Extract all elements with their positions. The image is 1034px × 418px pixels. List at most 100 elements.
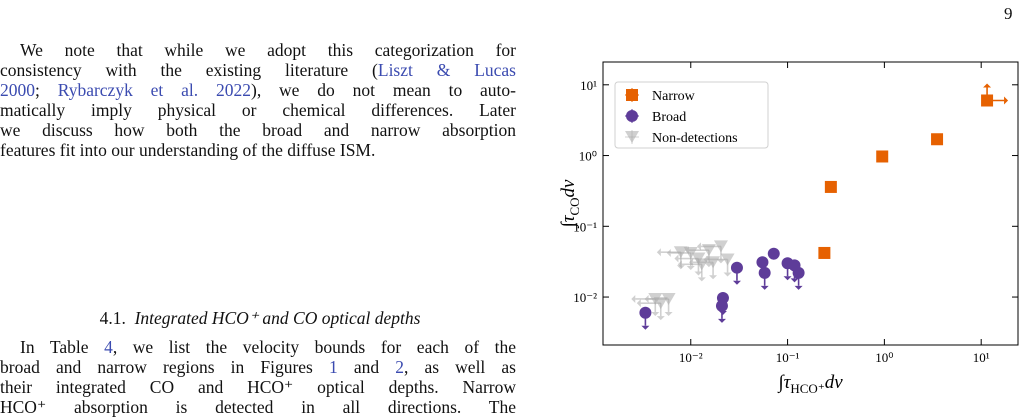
data-point	[876, 150, 889, 163]
limit-arrow-head	[656, 248, 661, 257]
axis-label: ∫τCOdv	[558, 179, 582, 229]
text-line: broad and narrow regions in Figures 1 an…	[0, 357, 516, 377]
legend-label: Narrow	[652, 89, 696, 104]
limit-arrow-head	[783, 276, 792, 281]
limit-arrow-head	[794, 285, 803, 290]
limit-arrow-head	[651, 311, 660, 316]
data-point	[758, 266, 771, 279]
limit-arrow-head	[697, 277, 706, 282]
data-point	[653, 297, 668, 310]
heading-title: Integrated HCO⁺ and CO optical depths	[134, 308, 421, 328]
y-tick-label: 10⁰	[579, 149, 597, 164]
text: and	[337, 357, 396, 377]
data-point	[694, 258, 709, 271]
x-tick-label: 10¹	[973, 350, 990, 365]
text-line: In Table 4, we list the velocity bounds …	[20, 337, 516, 357]
citation-link[interactable]: 2	[395, 357, 404, 377]
text: We note that while we adopt this categor…	[20, 40, 516, 60]
text-line: we discuss how both the broad and narrow…	[0, 120, 516, 140]
data-point	[730, 261, 743, 274]
legend-marker	[626, 89, 638, 101]
limit-arrow-head	[674, 254, 679, 263]
text: their integrated CO and HCO⁺ optical dep…	[0, 377, 516, 397]
limit-arrow-head	[686, 265, 695, 270]
limit-arrow-head	[723, 272, 732, 277]
data-point	[824, 180, 837, 193]
limit-arrow-head	[716, 259, 725, 264]
text-line: consistency with the existing literature…	[0, 60, 516, 80]
limit-arrow-head	[983, 83, 992, 88]
text: matically imply physical or chemical dif…	[0, 100, 516, 120]
text-line: matically imply physical or chemical dif…	[0, 100, 516, 120]
heading-number: 4.1.	[99, 308, 126, 328]
legend-box	[614, 81, 769, 149]
limit-arrow-head	[709, 275, 718, 280]
limit-arrow-head	[636, 299, 641, 308]
text-line: features fit into our understanding of t…	[0, 140, 516, 160]
x-tick-label: 10⁰	[875, 350, 893, 365]
limit-arrow-head	[717, 318, 726, 323]
limit-arrow-head	[666, 248, 671, 257]
text: HCO⁺ absorption is detected in all direc…	[0, 397, 516, 417]
limit-arrow-head	[718, 310, 727, 315]
axis-label-tail: dv	[825, 372, 844, 393]
data-point	[715, 299, 728, 312]
limit-arrow-head	[664, 311, 673, 316]
text: ), we do not mean to auto-	[251, 80, 516, 100]
x-tick-label: 10⁻¹	[776, 350, 800, 365]
axis-label-sub: HCO⁺	[790, 381, 824, 396]
y-tick-label: 10⁻¹	[573, 219, 597, 234]
legend-label: Broad	[652, 110, 686, 125]
text-line: HCO⁺ absorption is detected in all direc…	[0, 397, 516, 417]
axis-label: ∫τHCO⁺dv	[777, 372, 843, 396]
x-tick-label: 10⁻²	[679, 350, 703, 365]
axis-label-tail: dv	[558, 179, 579, 198]
data-point	[981, 94, 994, 107]
axis-label-main: ∫τ	[558, 214, 580, 228]
citation-link[interactable]: 2000	[0, 80, 35, 100]
limit-arrow-head	[760, 285, 769, 290]
text-line: their integrated CO and HCO⁺ optical dep…	[0, 377, 516, 397]
text: , as well as	[403, 357, 516, 377]
y-tick-label: 10¹	[580, 78, 597, 93]
text: features fit into our understanding of t…	[0, 140, 376, 160]
data-point	[818, 246, 831, 259]
y-tick-label: 10⁻²	[573, 290, 597, 305]
legend-marker	[626, 110, 638, 122]
limit-arrow-head	[790, 278, 799, 283]
limit-arrow-head	[1004, 96, 1009, 105]
limit-arrow-head	[696, 242, 701, 251]
limit-arrow-head	[732, 280, 741, 285]
limit-arrow-head	[656, 316, 665, 321]
limit-arrow-head	[694, 271, 703, 276]
legend-marker	[625, 131, 639, 143]
limit-arrow-head	[677, 260, 682, 269]
page-number: 9	[1004, 4, 1013, 23]
axis-label-sub: CO	[567, 197, 582, 215]
citation-link[interactable]: 4	[104, 337, 113, 357]
citation-link[interactable]: Rybarczyk et al. 2022	[57, 80, 251, 100]
text-line: 2000; Rybarczyk et al. 2022), we do not …	[0, 80, 516, 100]
text-line: We note that while we adopt this categor…	[20, 40, 516, 60]
plot-frame	[602, 61, 1019, 346]
data-point	[756, 256, 769, 269]
citation-link[interactable]: 1	[328, 357, 338, 377]
text: consistency with the existing literature…	[0, 60, 378, 80]
data-point	[792, 266, 805, 279]
limit-arrow-head	[631, 294, 636, 303]
axis-label-main: ∫τ	[777, 372, 791, 394]
legend-label: Non-detections	[652, 131, 738, 146]
text: broad and narrow regions in Figures	[0, 357, 329, 377]
limit-arrow-head	[641, 325, 650, 330]
limit-arrow-head	[684, 246, 689, 255]
text: ;	[35, 80, 58, 100]
data-point	[639, 306, 652, 319]
text: In Table	[20, 337, 105, 357]
section-heading: 4.1. Integrated HCO⁺ and CO optical dept…	[0, 308, 520, 328]
data-point	[713, 240, 728, 253]
data-point	[767, 247, 780, 260]
citation-link[interactable]: Liszt & Lucas	[377, 60, 516, 80]
data-point	[720, 253, 735, 266]
